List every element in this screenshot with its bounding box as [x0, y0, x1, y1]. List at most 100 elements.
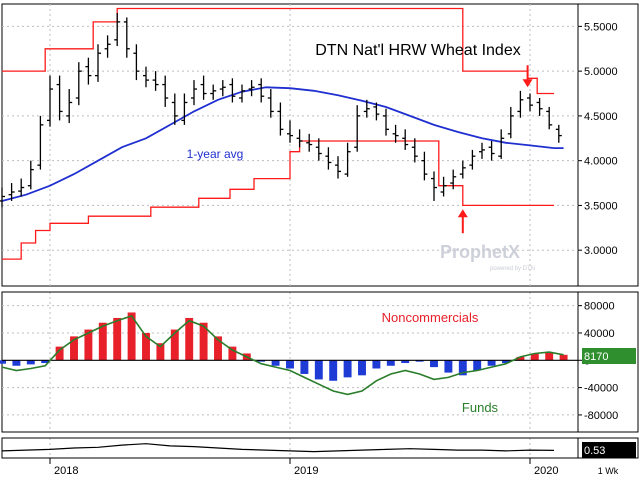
price-bar — [325, 147, 332, 170]
cot-bar — [545, 352, 554, 361]
cot-bar — [26, 360, 35, 365]
price-bar — [0, 187, 5, 208]
price-bar — [85, 57, 92, 85]
price-bar — [239, 84, 245, 103]
y-tick-label: 3.0000 — [584, 245, 618, 257]
cot-bar — [458, 360, 467, 376]
price-bar — [488, 140, 495, 161]
price-bar — [527, 93, 533, 112]
y-tick-label: 5.5000 — [584, 21, 618, 33]
price-bar — [191, 80, 197, 106]
indicator-line — [1, 443, 555, 453]
cot-bar — [487, 360, 496, 366]
chart-title: DTN Nat'l HRW Wheat Index — [315, 42, 520, 59]
cot-bar — [530, 353, 539, 361]
price-bar — [114, 12, 121, 47]
price-bar — [37, 115, 44, 170]
cot-bar — [386, 360, 395, 366]
cot-bar — [358, 360, 366, 376]
noncommercials-label: Noncommercials — [382, 310, 479, 325]
y-tick-label: -80000 — [584, 410, 618, 422]
up-arrow-head — [457, 209, 468, 218]
avg-line — [1, 86, 564, 202]
price-bar — [47, 75, 53, 127]
y-tick-label: 40000 — [584, 328, 615, 340]
down-arrow-head — [522, 79, 533, 88]
price-bar — [555, 124, 562, 143]
price-bar — [200, 75, 207, 100]
cot-bar — [12, 360, 21, 366]
price-bar — [75, 62, 82, 106]
price-bar — [392, 124, 399, 143]
cot-bar — [185, 317, 194, 361]
cot-bar — [214, 336, 222, 361]
price-bar — [18, 178, 25, 197]
price-bar — [181, 93, 188, 125]
cot-bar — [502, 360, 510, 364]
price-bar — [171, 93, 178, 125]
y-tick-label: -40000 — [584, 383, 618, 395]
svg-text:powered by DTN: powered by DTN — [490, 266, 535, 272]
timeframe-label: 1 Wk — [598, 466, 619, 476]
price-bar — [507, 106, 514, 139]
price-bar — [219, 80, 226, 97]
price-bar — [277, 102, 284, 136]
cot-bar — [142, 332, 150, 361]
cot-bar — [199, 322, 208, 361]
cot-bar — [55, 346, 64, 361]
price-bar — [66, 89, 73, 124]
price-bar — [335, 156, 341, 179]
price-bar — [315, 138, 322, 161]
y-tick-label: 5.0000 — [584, 66, 618, 78]
price-bar — [479, 142, 485, 159]
price-bar — [287, 120, 293, 143]
price-bar — [133, 44, 140, 81]
price-bar — [440, 176, 447, 197]
y-tick-label: 3.5000 — [584, 200, 618, 212]
price-bar — [354, 105, 361, 152]
price-bar — [411, 138, 418, 163]
cot-bar — [257, 360, 266, 362]
cot-bar — [329, 360, 338, 381]
indicator-value-label: 0.53 — [584, 445, 605, 457]
price-bar — [152, 71, 159, 91]
price-bar — [498, 129, 505, 159]
y-tick-label: 4.5000 — [584, 111, 618, 123]
price-bar — [27, 160, 34, 190]
cot-bar — [516, 356, 525, 361]
cot-bar — [473, 360, 482, 371]
price-bar — [123, 17, 130, 58]
cot-bar — [84, 329, 93, 361]
cot-bar — [156, 343, 165, 361]
cot-bar — [98, 322, 107, 361]
down-arrow — [522, 65, 533, 88]
price-bar — [296, 129, 303, 148]
price-bar — [8, 183, 15, 201]
cot-bar — [401, 360, 410, 364]
price-bar — [517, 90, 524, 118]
y-tick-label: 4.0000 — [584, 156, 618, 168]
cot-bar — [70, 336, 78, 361]
cot-bar — [0, 360, 6, 364]
cot-bar — [41, 360, 50, 364]
cot-bar — [314, 360, 323, 380]
x-axis: 2018 2019 2020 — [49, 458, 558, 477]
price-bar — [258, 78, 265, 103]
y-axis-strip — [577, 3, 639, 287]
price-bar — [383, 108, 389, 136]
cot-bar — [170, 329, 179, 361]
cot-value-badge — [582, 348, 636, 364]
x-tick-label: 2020 — [534, 465, 558, 477]
cot-bar — [372, 360, 381, 369]
price-bar — [373, 102, 380, 121]
cot-bar — [343, 360, 352, 378]
price-bar — [306, 133, 313, 152]
lower-band-line — [2, 140, 554, 260]
avg-label: 1-year avg — [187, 147, 244, 161]
price-pane: 5.5000 5.0000 4.5000 4.0000 3.5000 3.0000 — [0, 3, 639, 458]
cot-bar — [300, 360, 309, 374]
cot-bar — [228, 346, 237, 361]
funds-line — [1, 314, 564, 396]
x-tick-label: 2018 — [54, 465, 78, 477]
